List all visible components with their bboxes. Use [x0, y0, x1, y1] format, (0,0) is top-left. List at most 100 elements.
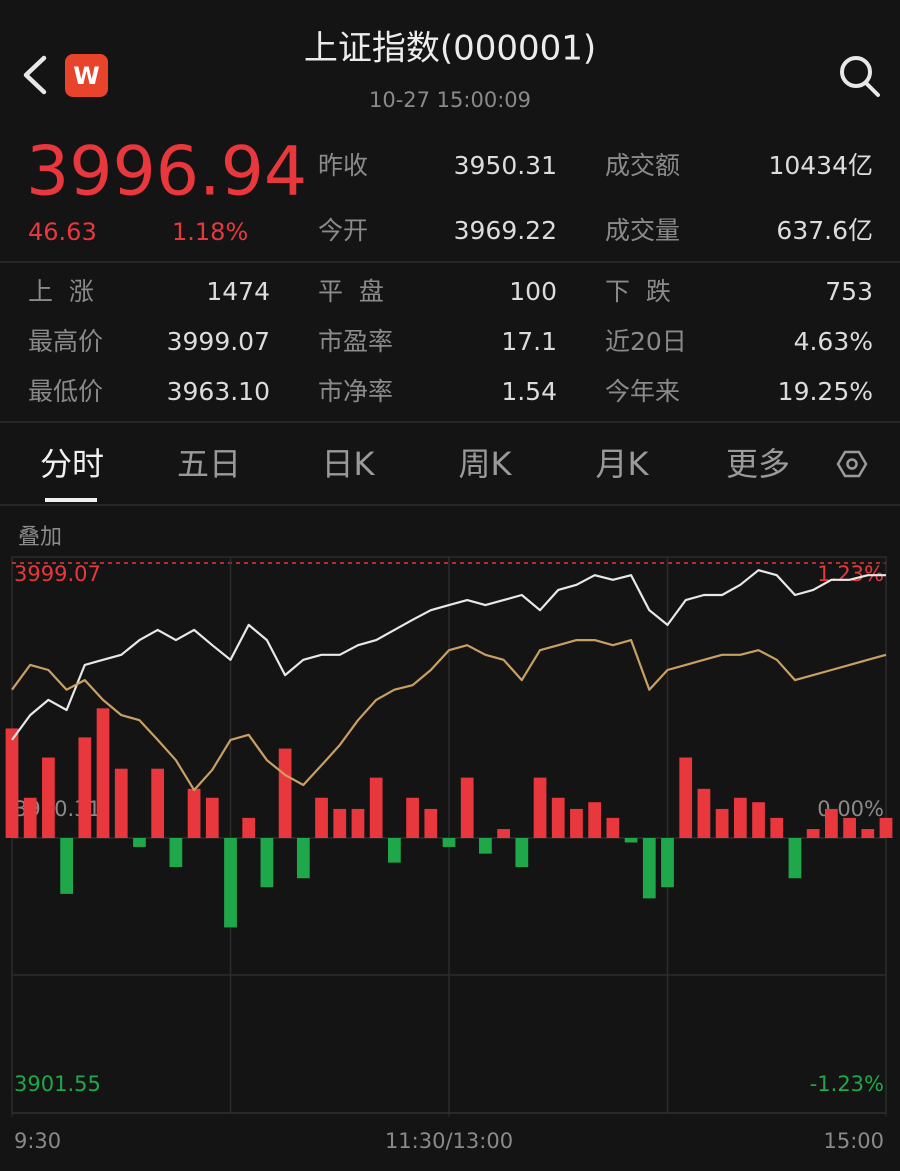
bar	[460, 777, 474, 838]
search-icon	[864, 81, 880, 97]
stat-label: 市净率	[318, 377, 393, 406]
stat-label: 成交量	[605, 216, 680, 245]
stat-label: 今年来	[605, 377, 680, 406]
bar	[442, 838, 456, 847]
bar	[333, 808, 347, 838]
stat-value: 17.1	[501, 327, 557, 356]
last-price: 3996.94	[26, 133, 307, 212]
bar	[187, 788, 201, 838]
change: 46.63	[28, 218, 97, 246]
stat-label: 平 盘	[318, 277, 384, 306]
tab[interactable]: 月K	[596, 445, 650, 483]
bar	[551, 797, 565, 838]
stat-value: 3950.31	[454, 151, 557, 180]
bar	[369, 777, 383, 838]
stat-label: 市盈率	[318, 327, 393, 356]
bar	[825, 808, 838, 838]
y-tick-label: 3901.55	[14, 1072, 101, 1096]
bar	[770, 817, 784, 838]
overlay-button[interactable]: 叠加	[18, 525, 62, 550]
bar	[697, 788, 711, 838]
bar	[205, 797, 219, 838]
bar	[661, 838, 674, 888]
stat-value: 19.25%	[778, 377, 873, 406]
bar	[42, 757, 55, 838]
bar	[5, 728, 19, 838]
tab[interactable]: 分时	[40, 445, 104, 483]
bar	[515, 838, 529, 868]
bar	[242, 817, 256, 838]
price-line	[11, 639, 887, 792]
stat-value: 1474	[206, 277, 270, 306]
stat-label: 今开	[318, 216, 368, 245]
stat-label: 上 涨	[28, 277, 94, 306]
bar	[570, 808, 583, 838]
bar	[133, 838, 146, 847]
stat-value: 10434亿	[768, 151, 873, 180]
bar	[315, 797, 328, 838]
settings-icon	[846, 458, 858, 470]
tab[interactable]: 周K	[459, 445, 513, 483]
active-tab-indicator	[45, 498, 97, 502]
bar	[424, 808, 438, 838]
stat-value: 753	[825, 277, 873, 306]
bar	[533, 777, 547, 838]
y-tick-label: 3999.07	[14, 562, 101, 586]
x-tick-label: 9:30	[14, 1129, 61, 1153]
stat-label: 成交额	[605, 151, 680, 180]
change-percent: 1.18%	[172, 218, 248, 246]
bar	[296, 838, 310, 879]
bar	[606, 817, 620, 838]
x-tick-label: 11:30/13:00	[385, 1129, 513, 1153]
tab[interactable]: 日K	[322, 445, 376, 483]
tab[interactable]: 五日	[177, 445, 241, 483]
stat-value: 3963.10	[167, 377, 270, 406]
stat-value: 4.63%	[794, 327, 873, 356]
price-line	[11, 569, 886, 741]
app-icon-letter: W	[73, 62, 99, 90]
bar	[497, 829, 510, 838]
bar	[224, 838, 237, 928]
bar	[806, 829, 820, 838]
intraday-chart: 3901.553950.313999.07-1.23%0.00%1.23%9:3…	[5, 557, 893, 1153]
bar	[278, 748, 292, 838]
stat-label: 最低价	[28, 377, 103, 406]
bar	[96, 708, 110, 838]
bar	[388, 838, 401, 863]
bar	[351, 808, 365, 838]
bar	[406, 797, 419, 838]
bar	[479, 838, 492, 854]
settings-button[interactable]	[836, 450, 868, 478]
bar	[588, 802, 602, 838]
bar	[715, 808, 729, 838]
bar	[260, 838, 274, 888]
bar	[788, 838, 802, 879]
bar	[679, 757, 693, 838]
bar	[752, 802, 765, 838]
stat-label: 下 跌	[605, 277, 671, 306]
bar	[733, 797, 747, 838]
stat-value: 100	[509, 277, 557, 306]
stat-value: 1.54	[501, 377, 557, 406]
bar	[879, 817, 893, 838]
timestamp: 10-27 15:00:09	[369, 88, 531, 112]
stat-label: 最高价	[28, 327, 103, 356]
stat-label: 近20日	[605, 327, 687, 356]
bar	[60, 838, 73, 894]
search-button[interactable]	[840, 56, 880, 97]
bar	[151, 768, 165, 838]
app-icon[interactable]	[65, 54, 108, 97]
tab[interactable]: 更多	[726, 445, 790, 483]
stat-value: 3969.22	[454, 216, 557, 245]
stat-value: 637.6亿	[776, 216, 873, 245]
bar	[861, 829, 875, 838]
stat-label: 昨收	[318, 151, 368, 180]
bar	[23, 797, 37, 838]
bar	[642, 838, 656, 899]
bar	[169, 838, 183, 868]
bar	[843, 817, 856, 838]
title: 上证指数(000001)	[304, 29, 596, 69]
back-button[interactable]	[23, 55, 47, 95]
